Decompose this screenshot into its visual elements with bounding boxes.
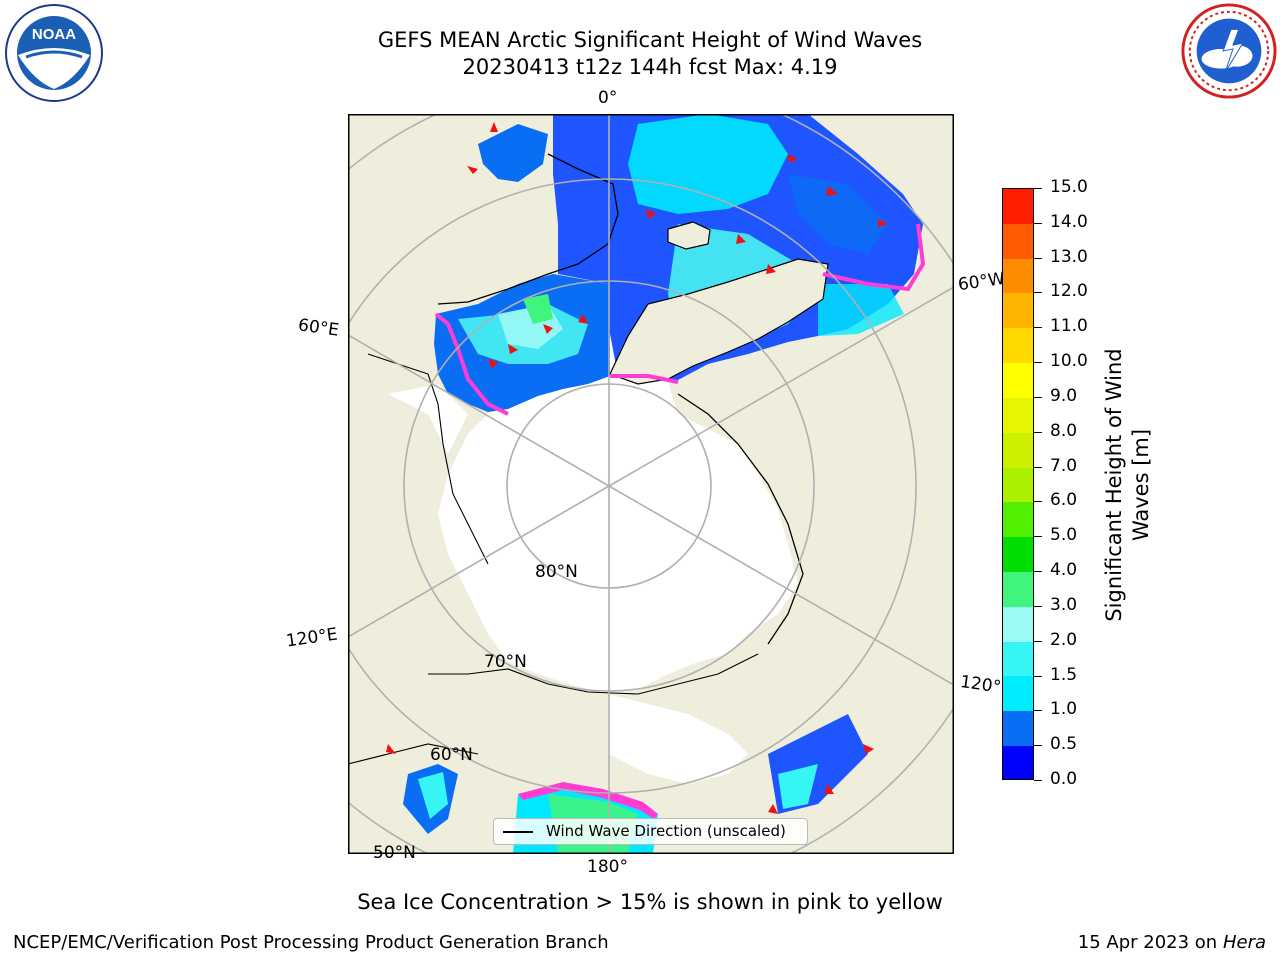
colorbar-tick <box>1034 466 1042 468</box>
nws-logo <box>1181 3 1277 99</box>
colorbar-tick-label: 2.0 <box>1050 629 1078 650</box>
colorbar-segment <box>1003 746 1033 779</box>
footer-credit: NCEP/EMC/Verification Post Processing Pr… <box>13 932 609 953</box>
colorbar-tick-label: 13.0 <box>1050 246 1088 267</box>
colorbar-tick <box>1034 710 1042 712</box>
colorbar-segment <box>1003 571 1033 607</box>
arctic-ocean-ice <box>438 272 828 694</box>
colorbar-tick <box>1034 327 1042 329</box>
colorbar-tick <box>1034 222 1042 224</box>
colorbar-segment <box>1003 363 1033 398</box>
colorbar-tick <box>1034 362 1042 364</box>
colorbar-segment <box>1003 293 1033 329</box>
colorbar-tick-label: 10.0 <box>1050 351 1088 372</box>
colorbar-segment <box>1003 467 1033 503</box>
sea-ice-note: Sea Ice Concentration > 15% is shown in … <box>357 890 943 914</box>
colorbar-tick <box>1034 431 1042 433</box>
lon-label-120e: 120°E <box>284 624 339 652</box>
colorbar-tick-label: 4.0 <box>1050 560 1078 581</box>
map-subtitle: 20230413 t12z 144h fcst Max: 4.19 <box>462 55 838 79</box>
map-title: GEFS MEAN Arctic Significant Height of W… <box>377 28 923 52</box>
colorbar-tick-label: 11.0 <box>1050 316 1088 337</box>
colorbar-segment <box>1003 711 1033 746</box>
svg-text:NOAA: NOAA <box>32 26 76 43</box>
colorbar-tick-label: 8.0 <box>1050 420 1078 441</box>
lon-label-60e: 60°E <box>296 315 341 341</box>
colorbar-tick <box>1034 536 1042 538</box>
colorbar-tick-label: 6.0 <box>1050 490 1078 511</box>
colorbar-tick <box>1034 675 1042 677</box>
colorbar-segment <box>1003 502 1033 538</box>
colorbar-tick-label: 0.5 <box>1050 734 1078 755</box>
colorbar-tick-label: 12.0 <box>1050 281 1088 302</box>
colorbar-segment <box>1003 676 1033 712</box>
lat-label-60: 60°N <box>430 745 473 765</box>
colorbar-tick-label: 14.0 <box>1050 211 1088 232</box>
colorbar-tick <box>1034 188 1042 189</box>
lat-label-50: 50°N <box>373 843 416 863</box>
lon-label-60w: 60°W <box>956 268 1007 296</box>
colorbar-tick-label: 1.5 <box>1050 664 1078 685</box>
colorbar-tick-label: 7.0 <box>1050 455 1078 476</box>
colorbar-segment <box>1003 189 1033 224</box>
colorbar-tick-label: 3.0 <box>1050 594 1078 615</box>
colorbar-segment <box>1003 641 1033 677</box>
colorbar-segment <box>1003 432 1033 468</box>
colorbar-tick <box>1034 640 1042 642</box>
lat-label-80: 80°N <box>535 562 578 582</box>
colorbar-tick-label: 5.0 <box>1050 525 1078 546</box>
colorbar-tick-label: 0.0 <box>1050 769 1078 789</box>
colorbar-tick-label: 1.0 <box>1050 699 1078 720</box>
colorbar-tick <box>1034 501 1042 503</box>
colorbar-segment <box>1003 223 1033 259</box>
lat-label-70: 70°N <box>484 652 527 672</box>
lon-label-0: 0° <box>598 88 618 108</box>
arctic-map <box>348 114 954 854</box>
noaa-logo: NOAA <box>5 4 103 102</box>
colorbar-title-line2: Waves [m] <box>1129 428 1153 542</box>
lon-label-180: 180° <box>587 857 628 877</box>
colorbar-tick-label: 9.0 <box>1050 385 1078 406</box>
footer-machine: Hera <box>1222 932 1266 953</box>
colorbar-segment <box>1003 397 1033 433</box>
colorbar-tick <box>1034 396 1042 398</box>
colorbar-tick <box>1034 605 1042 607</box>
colorbar-tick <box>1034 257 1042 259</box>
map-legend: Wind Wave Direction (unscaled) <box>493 818 808 845</box>
legend-label: Wind Wave Direction (unscaled) <box>546 822 786 840</box>
colorbar-segment <box>1003 606 1033 642</box>
colorbar-tick <box>1034 745 1042 747</box>
legend-line-icon <box>503 831 533 833</box>
colorbar-title: Significant Height of Wind Waves [m] <box>1101 348 1155 621</box>
colorbar-segment <box>1003 328 1033 364</box>
colorbar-segment <box>1003 258 1033 294</box>
colorbar <box>1002 188 1034 780</box>
footer-date: 15 Apr 2023 on Hera <box>1078 932 1266 953</box>
colorbar-title-line1: Significant Height of Wind <box>1102 348 1126 622</box>
footer-date-text: 15 Apr 2023 on <box>1077 932 1223 953</box>
colorbar-tick <box>1034 780 1042 781</box>
colorbar-tick <box>1034 292 1042 294</box>
wind-direction-arrows <box>386 122 888 814</box>
colorbar-tick-label: 15.0 <box>1050 177 1088 197</box>
colorbar-segment <box>1003 537 1033 572</box>
colorbar-tick <box>1034 571 1042 573</box>
